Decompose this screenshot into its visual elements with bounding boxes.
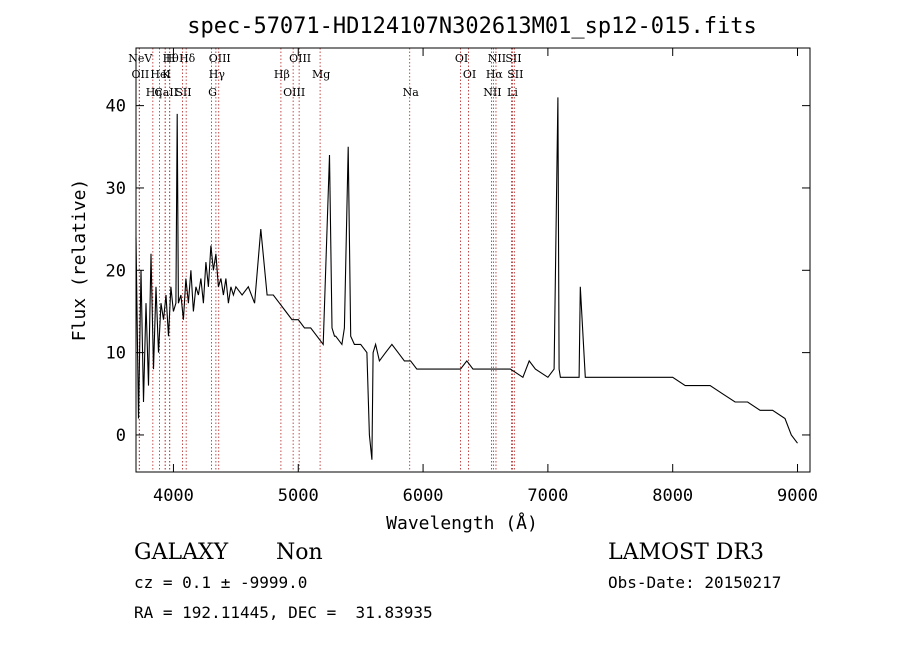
x-tick-label-4: 8000: [652, 486, 693, 506]
x-tick-label-2: 6000: [403, 486, 444, 506]
line-label-20: NII: [483, 86, 501, 99]
line-label-15: OIII: [289, 52, 311, 65]
line-label-3: Hθ: [163, 52, 180, 65]
line-label-18: OI: [455, 52, 468, 65]
line-label-12: OIII: [209, 52, 231, 65]
line-label-2: CaII: [154, 86, 178, 99]
object-class: GALAXY: [134, 540, 229, 565]
x-axis-label: Wavelength (Å): [386, 512, 538, 534]
plot-frame: [135, 47, 811, 473]
x-tick-label-0: 4000: [153, 486, 194, 506]
redshift-text: cz = 0.1 ± -9999.0: [134, 573, 307, 592]
line-label-19: OI: [463, 68, 476, 81]
y-tick-label-3: 30: [106, 179, 126, 199]
line-label-8: SII: [175, 86, 191, 99]
y-tick-label-1: 10: [106, 344, 126, 364]
spectrum-line: [135, 97, 798, 460]
line-label-24: SII: [505, 52, 521, 65]
line-label-22: Hα: [486, 68, 504, 81]
y-tick-label-0: 0: [116, 426, 126, 446]
line-label-4: HeI: [150, 68, 170, 81]
line-label-21: NII: [488, 52, 506, 65]
line-label-9: Hδ: [179, 52, 196, 65]
line-label-17: Na: [403, 86, 420, 99]
y-tick-label-4: 40: [106, 97, 126, 117]
line-label-0: NeV: [128, 52, 153, 65]
line-label-13: Hβ: [274, 68, 290, 81]
obs-date: Obs-Date: 20150217: [608, 573, 781, 592]
emission-lines: [138, 48, 515, 472]
line-label-7: K: [162, 68, 171, 81]
y-tick-label-2: 20: [106, 261, 126, 281]
x-tick-label-1: 5000: [278, 486, 319, 506]
line-label-1: OII: [132, 68, 150, 81]
line-label-25: SII: [507, 68, 523, 81]
line-label-6: H: [166, 52, 176, 65]
chart-title: spec-57071-HD124107N302613M01_sp12-015.f…: [187, 14, 757, 39]
x-tick-label-5: 9000: [777, 486, 818, 506]
line-label-16: Mg: [312, 68, 330, 81]
line-labels: NeV OII CaII Hθ HeI Hη HK SII Hδ Hγ G OIII Hβ OIII OII…: [128, 52, 523, 99]
axis-ticks: 4000 5000 6000 7000 8000 9000 0 10 20 30 40: [106, 48, 818, 506]
object-subclass: Non: [276, 540, 323, 565]
line-label-11: G: [208, 86, 217, 99]
radec-text: RA = 192.11445, DEC = 31.83935: [134, 603, 433, 622]
line-label-14: OIII: [283, 86, 305, 99]
x-tick-label-3: 7000: [527, 486, 568, 506]
line-label-5: Hη: [146, 86, 162, 99]
y-axis-label: Flux (relative): [69, 179, 90, 342]
line-label-10: Hγ: [209, 68, 226, 81]
line-label-23: Li: [507, 86, 518, 99]
survey-name: LAMOST DR3: [608, 540, 764, 565]
